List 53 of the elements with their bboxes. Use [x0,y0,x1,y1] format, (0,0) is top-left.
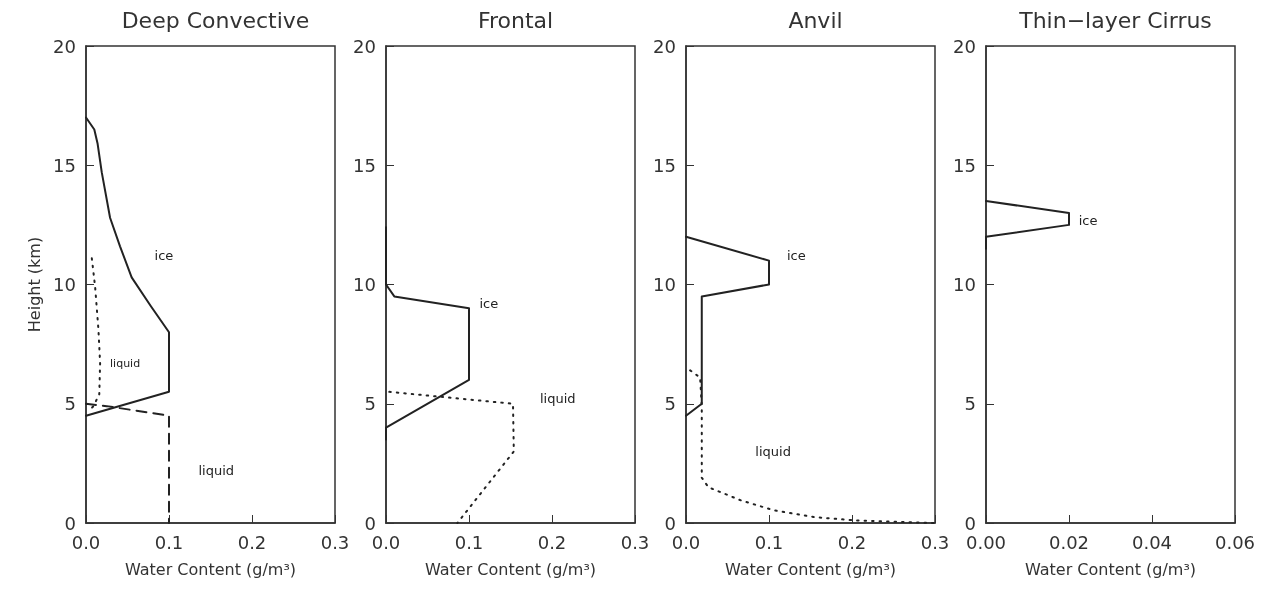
x-axis-title: Water Content (g/m³) [724,559,897,579]
y-tick-label: 5 [364,393,376,415]
chart-title: Thin−layer Cirrus [1018,7,1212,33]
y-tick-label: 20 [53,35,76,57]
x-tick-label: 0.1 [154,531,184,553]
y-tick-label: 20 [953,35,976,57]
annotation: liquid [198,463,235,479]
y-tick-label: 15 [953,154,976,176]
x-tick-label: 0.0 [371,531,401,553]
y-tick-label: 0 [964,512,976,534]
y-tick-label: 5 [664,393,676,415]
x-tick-label: 0.1 [754,531,784,553]
annotation: ice [786,248,806,264]
y-axis-title: Height (km) [24,236,44,333]
x-tick-label: 0.0 [71,531,101,553]
x-tick-label: 0.1 [454,531,484,553]
y-tick-label: 20 [353,35,376,57]
x-axis-title: Water Content (g/m³) [124,559,297,579]
y-tick-label: 5 [64,393,76,415]
chart-title: Frontal [477,7,554,33]
x-tick-label: 0.2 [837,531,867,553]
y-tick-label: 0 [64,512,76,534]
annotation: ice [154,248,174,264]
x-tick-label: 0.2 [237,531,267,553]
x-axis-title: Water Content (g/m³) [424,559,597,579]
annotation: ice [1078,212,1098,228]
annotation: liquid [110,356,141,370]
y-tick-label: 15 [353,154,376,176]
x-tick-label: 0.0 [671,531,701,553]
x-tick-label: 0.02 [1048,531,1090,553]
annotation: liquid [540,391,576,407]
chart-title: Anvil [788,7,843,33]
y-tick-label: 0 [364,512,376,534]
y-tick-label: 10 [53,274,76,295]
x-tick-label: 0.06 [1214,531,1256,553]
y-tick-label: 0 [664,512,676,534]
chart-title: Deep Convective [121,7,310,33]
x-tick-label: 0.3 [320,531,350,553]
x-tick-label: 0.3 [920,531,950,553]
annotation: liquid [755,443,791,459]
x-axis-title: Water Content (g/m³) [1024,559,1197,579]
y-tick-label: 15 [53,154,76,176]
y-tick-label: 5 [964,393,976,415]
y-tick-label: 10 [653,274,676,295]
y-tick-label: 15 [653,154,676,176]
x-tick-label: 0.2 [537,531,567,553]
x-tick-label: 0.3 [620,531,650,553]
y-tick-label: 10 [353,274,376,295]
y-tick-label: 20 [653,35,676,57]
x-tick-label: 0.00 [965,531,1007,553]
x-tick-label: 0.04 [1131,531,1173,553]
annotation: ice [479,296,499,312]
y-tick-label: 10 [953,274,976,295]
